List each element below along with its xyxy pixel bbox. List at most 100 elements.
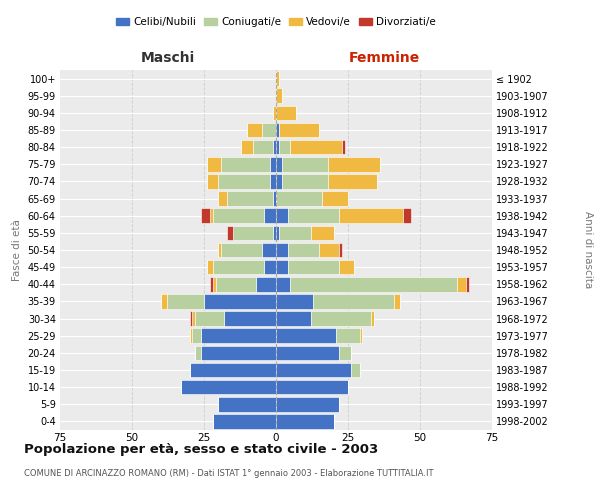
- Bar: [276, 277, 290, 291]
- Text: Femmine: Femmine: [349, 51, 419, 65]
- Bar: [273, 106, 276, 120]
- Bar: [279, 226, 311, 240]
- Bar: [212, 208, 265, 223]
- Text: Popolazione per età, sesso e stato civile - 2003: Popolazione per età, sesso e stato civil…: [24, 442, 378, 456]
- Bar: [340, 260, 354, 274]
- Bar: [319, 242, 340, 258]
- Bar: [279, 140, 290, 154]
- Bar: [167, 294, 204, 308]
- Bar: [193, 328, 201, 343]
- Bar: [227, 192, 273, 206]
- Bar: [282, 174, 328, 188]
- Bar: [276, 397, 340, 411]
- Bar: [247, 122, 262, 138]
- Bar: [190, 362, 276, 378]
- Bar: [282, 157, 328, 172]
- Bar: [279, 122, 319, 138]
- Bar: [201, 346, 276, 360]
- Bar: [340, 208, 403, 223]
- Text: Maschi: Maschi: [141, 51, 195, 65]
- Bar: [265, 208, 276, 223]
- Bar: [359, 328, 362, 343]
- Bar: [201, 208, 210, 223]
- Bar: [218, 242, 221, 258]
- Bar: [218, 174, 270, 188]
- Bar: [276, 106, 296, 120]
- Bar: [276, 260, 287, 274]
- Bar: [253, 140, 273, 154]
- Bar: [265, 260, 276, 274]
- Bar: [212, 414, 276, 428]
- Bar: [340, 242, 342, 258]
- Bar: [276, 414, 334, 428]
- Bar: [328, 157, 380, 172]
- Bar: [273, 226, 276, 240]
- Bar: [276, 312, 311, 326]
- Bar: [290, 277, 457, 291]
- Bar: [276, 88, 282, 103]
- Bar: [403, 208, 412, 223]
- Bar: [276, 208, 287, 223]
- Bar: [273, 140, 276, 154]
- Bar: [394, 294, 400, 308]
- Bar: [207, 260, 212, 274]
- Bar: [161, 294, 167, 308]
- Bar: [311, 226, 334, 240]
- Bar: [276, 380, 348, 394]
- Bar: [221, 242, 262, 258]
- Bar: [351, 362, 359, 378]
- Bar: [193, 312, 196, 326]
- Legend: Celibi/Nubili, Coniugati/e, Vedovi/e, Divorziati/e: Celibi/Nubili, Coniugati/e, Vedovi/e, Di…: [112, 12, 440, 31]
- Bar: [287, 242, 319, 258]
- Y-axis label: Fasce di età: Fasce di età: [12, 219, 22, 281]
- Bar: [207, 157, 221, 172]
- Bar: [241, 140, 253, 154]
- Bar: [276, 226, 279, 240]
- Bar: [273, 192, 276, 206]
- Bar: [311, 312, 371, 326]
- Bar: [218, 397, 276, 411]
- Bar: [276, 72, 279, 86]
- Bar: [287, 208, 340, 223]
- Bar: [276, 157, 282, 172]
- Bar: [322, 192, 348, 206]
- Bar: [196, 312, 224, 326]
- Bar: [276, 140, 279, 154]
- Bar: [215, 277, 256, 291]
- Bar: [196, 346, 201, 360]
- Bar: [276, 346, 340, 360]
- Bar: [276, 174, 282, 188]
- Bar: [276, 242, 287, 258]
- Bar: [276, 362, 351, 378]
- Bar: [328, 174, 377, 188]
- Bar: [190, 312, 193, 326]
- Bar: [270, 157, 276, 172]
- Text: Anni di nascita: Anni di nascita: [583, 212, 593, 288]
- Bar: [207, 174, 218, 188]
- Bar: [466, 277, 469, 291]
- Bar: [342, 140, 345, 154]
- Bar: [190, 328, 193, 343]
- Bar: [290, 140, 342, 154]
- Bar: [221, 157, 270, 172]
- Bar: [224, 312, 276, 326]
- Bar: [270, 174, 276, 188]
- Bar: [313, 294, 394, 308]
- Bar: [227, 226, 233, 240]
- Bar: [262, 122, 276, 138]
- Bar: [287, 260, 340, 274]
- Bar: [210, 277, 212, 291]
- Bar: [457, 277, 466, 291]
- Bar: [204, 294, 276, 308]
- Bar: [276, 328, 337, 343]
- Bar: [256, 277, 276, 291]
- Bar: [262, 242, 276, 258]
- Bar: [276, 192, 322, 206]
- Bar: [340, 346, 351, 360]
- Bar: [276, 294, 313, 308]
- Bar: [276, 122, 279, 138]
- Text: COMUNE DI ARCINAZZO ROMANO (RM) - Dati ISTAT 1° gennaio 2003 - Elaborazione TUTT: COMUNE DI ARCINAZZO ROMANO (RM) - Dati I…: [24, 469, 433, 478]
- Bar: [210, 208, 212, 223]
- Bar: [371, 312, 374, 326]
- Bar: [218, 192, 227, 206]
